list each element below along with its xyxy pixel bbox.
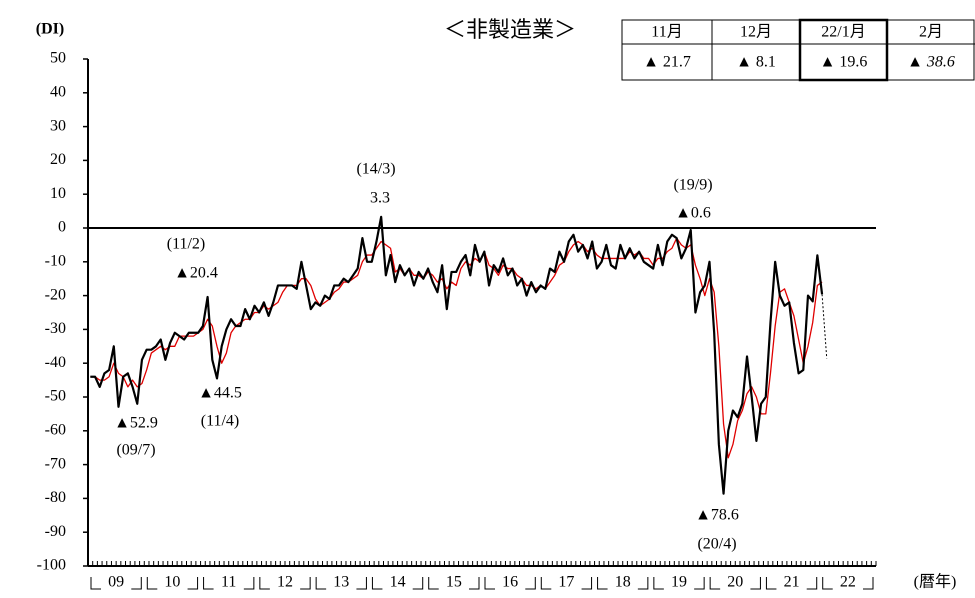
y-tick-label: -10 (45, 252, 66, 269)
y-tick-label: 40 (50, 83, 66, 100)
x-tick-label: 18 (615, 574, 631, 591)
year-bracket (765, 577, 818, 590)
year-bracket (90, 577, 142, 590)
year-bracket (146, 577, 199, 590)
table-cell: ▲ 21.7 (643, 54, 691, 71)
x-tick-label: 13 (333, 574, 349, 591)
table-header: 11月 (651, 24, 682, 41)
annotation-label: (11/4) (201, 413, 240, 430)
annotation-label: (11/2) (167, 236, 206, 253)
year-bracket (428, 577, 480, 590)
x-tick-label: 14 (390, 574, 406, 591)
table-header: 2月 (919, 24, 943, 41)
y-tick-label: 50 (50, 50, 66, 67)
table-cell: ▲ 38.6 (907, 54, 955, 71)
y-axis-label: (DI) (36, 21, 64, 38)
table-cell: ▲ 19.6 (820, 54, 868, 71)
x-tick-label: 10 (164, 574, 180, 591)
y-tick-label: -90 (45, 523, 66, 540)
annotation-value: ▲52.9 (114, 415, 158, 432)
x-tick-label: 16 (502, 574, 518, 591)
di-line (90, 215, 824, 495)
x-tick-label: 21 (784, 574, 800, 591)
annotation-label: (14/3) (356, 161, 395, 178)
annotation-value: ▲44.5 (198, 385, 242, 402)
year-bracket (259, 577, 311, 590)
x-tick-label: 20 (727, 574, 743, 591)
forecast-line (821, 294, 828, 359)
x-tick-label: 12 (277, 574, 293, 591)
year-bracket (315, 577, 367, 590)
x-axis-label: (暦年) (914, 573, 957, 591)
chart-title: ＜非製造業＞ (444, 17, 576, 42)
year-bracket (597, 577, 649, 590)
x-tick-label: 19 (671, 574, 687, 591)
year-bracket (653, 577, 705, 590)
year-bracket (484, 577, 536, 590)
y-tick-label: -40 (45, 354, 66, 371)
y-tick-label: -100 (37, 557, 66, 574)
x-tick-label: 17 (558, 574, 574, 591)
y-tick-label: 10 (50, 185, 66, 202)
x-tick-label: 11 (221, 574, 236, 591)
annotation-value: ▲20.4 (174, 265, 218, 282)
annotation-value: 3.3 (370, 190, 390, 207)
x-tick-label: 15 (446, 574, 462, 591)
table-header: 22/1月 (821, 24, 865, 41)
average-line (90, 237, 823, 459)
y-tick-label: -30 (45, 320, 66, 337)
x-tick-label: 09 (108, 574, 124, 591)
y-tick-label: -50 (45, 388, 66, 405)
year-bracket (203, 577, 255, 590)
table-highlight (798, 18, 889, 82)
year-bracket (371, 577, 424, 590)
y-tick-label: 30 (50, 117, 66, 134)
y-tick-label: -70 (45, 455, 66, 472)
annotation-value: ▲0.6 (675, 205, 711, 222)
y-tick-label: 20 (50, 151, 66, 168)
y-tick-label: -80 (45, 489, 66, 506)
year-bracket (822, 577, 874, 590)
annotation-label: (20/4) (697, 536, 736, 553)
table-frame (621, 19, 975, 81)
table-header: 12月 (740, 24, 772, 41)
year-bracket (709, 577, 761, 590)
year-bracket (540, 577, 593, 590)
y-tick-label: 0 (58, 219, 66, 236)
annotation-value: ▲78.6 (695, 507, 739, 524)
y-tick-label: -20 (45, 286, 66, 303)
annotation-label: (09/7) (116, 442, 155, 459)
table-cell: ▲ 8.1 (736, 54, 776, 71)
y-tick-label: -60 (45, 421, 66, 438)
x-tick-label: 22 (840, 574, 856, 591)
annotation-label: (19/9) (673, 177, 712, 194)
